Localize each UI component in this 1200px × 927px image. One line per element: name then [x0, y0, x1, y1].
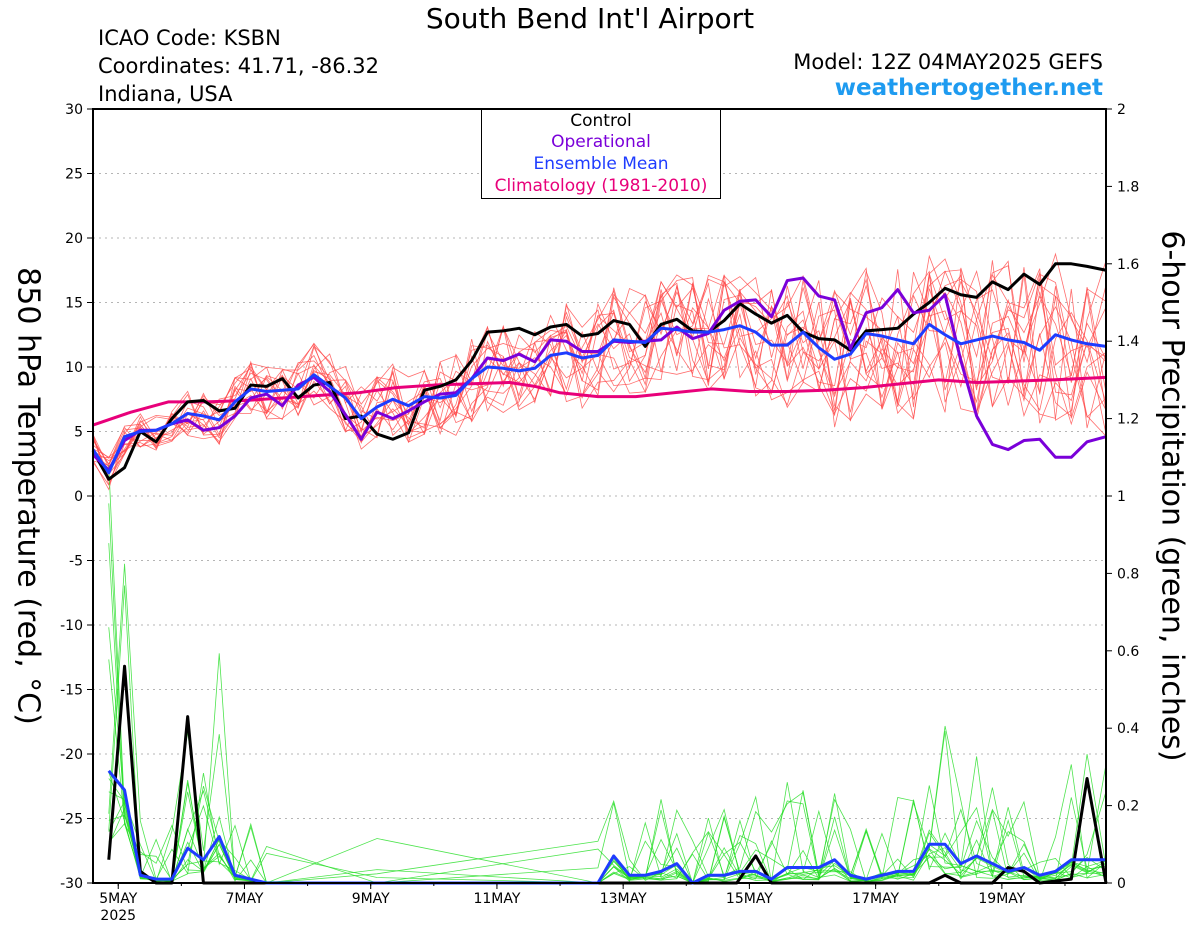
x-tick-label: 11MAY	[473, 891, 520, 907]
member-precip-line	[108, 659, 1107, 884]
location: Indiana, USA	[98, 82, 233, 106]
member-temp-line	[92, 274, 1107, 475]
series-control-precip	[107, 664, 1108, 885]
member-temp-line	[92, 271, 1107, 472]
coordinates: Coordinates: 41.71, -86.32	[98, 54, 379, 78]
member-precip-line	[108, 503, 1107, 884]
y-tick-label: -5	[69, 554, 83, 570]
member-precip-line	[108, 543, 1107, 884]
x-tick-label: 5MAY	[99, 891, 137, 907]
x-tick-label: 7MAY	[225, 891, 263, 907]
y-tick-label: 30	[65, 102, 83, 118]
y2-tick-label: 1.2	[1117, 412, 1139, 428]
y-tick-label: -20	[60, 747, 83, 763]
brand-link[interactable]: weathertogether.net	[834, 75, 1103, 101]
y2-tick-label: 0.2	[1117, 799, 1139, 815]
y-tick-label: -10	[60, 618, 83, 634]
member-precip-line	[108, 585, 1107, 884]
chart-title: South Bend Int'l Airport	[425, 2, 755, 35]
y2-tick-label: 1	[1117, 489, 1126, 505]
y-tick-label: 25	[65, 167, 83, 183]
legend: Control Operational Ensemble Mean Climat…	[481, 109, 721, 199]
y2-tick-label: 2	[1117, 102, 1126, 118]
x-tick-label: 19MAY	[978, 891, 1025, 907]
y-tick-label: -25	[60, 812, 83, 828]
x-tick-label: 15MAY	[726, 891, 773, 907]
member-precip-line	[108, 627, 1107, 884]
y2-tick-label: 0.4	[1117, 721, 1139, 737]
y2-tick-label: 0.6	[1117, 644, 1139, 660]
member-temp-line	[92, 254, 1107, 465]
x-tick-label: 13MAY	[600, 891, 647, 907]
icao-code: ICAO Code: KSBN	[98, 26, 281, 50]
y-tick-label: -15	[60, 683, 83, 699]
y-tick-label: 20	[65, 231, 83, 247]
y-tick-label: 5	[74, 425, 83, 441]
legend-climatology: Climatology (1981-2010)	[494, 176, 708, 196]
model-run: Model: 12Z 04MAY2025 GEFS	[793, 50, 1103, 74]
x-tick-sublabel: 2025	[100, 908, 136, 924]
member-precip-line	[108, 725, 1107, 884]
legend-ensemble-mean: Ensemble Mean	[533, 154, 669, 174]
member-temp-line	[92, 281, 1107, 466]
legend-control: Control	[570, 111, 632, 131]
series-ensemble-mean-precip	[107, 769, 1106, 885]
legend-operational: Operational	[551, 132, 651, 152]
y2-tick-label: 0.8	[1117, 566, 1139, 582]
y-tick-label: -30	[60, 876, 83, 892]
member-temp-line	[92, 273, 1107, 486]
member-precip-line	[108, 782, 1107, 884]
y2-tick-label: 1.6	[1117, 257, 1139, 273]
x-tick-label: 9MAY	[352, 891, 390, 907]
series-ensemble-mean-temp	[91, 322, 1107, 475]
x-tick-label: 17MAY	[852, 891, 899, 907]
y2-tick-label: 1.4	[1117, 334, 1139, 350]
y2-tick-label: 0	[1117, 876, 1126, 892]
member-precip-line	[108, 465, 1107, 884]
series-climatology-temp	[92, 375, 1107, 427]
series-control-temp	[91, 262, 1107, 481]
member-temp-line	[92, 260, 1107, 466]
series-operational-temp	[91, 276, 1107, 472]
y-tick-label: 15	[65, 296, 83, 312]
y2-tick-label: 1.8	[1117, 179, 1139, 195]
y-tick-label: 0	[74, 489, 83, 505]
y-tick-label: 10	[65, 360, 83, 376]
